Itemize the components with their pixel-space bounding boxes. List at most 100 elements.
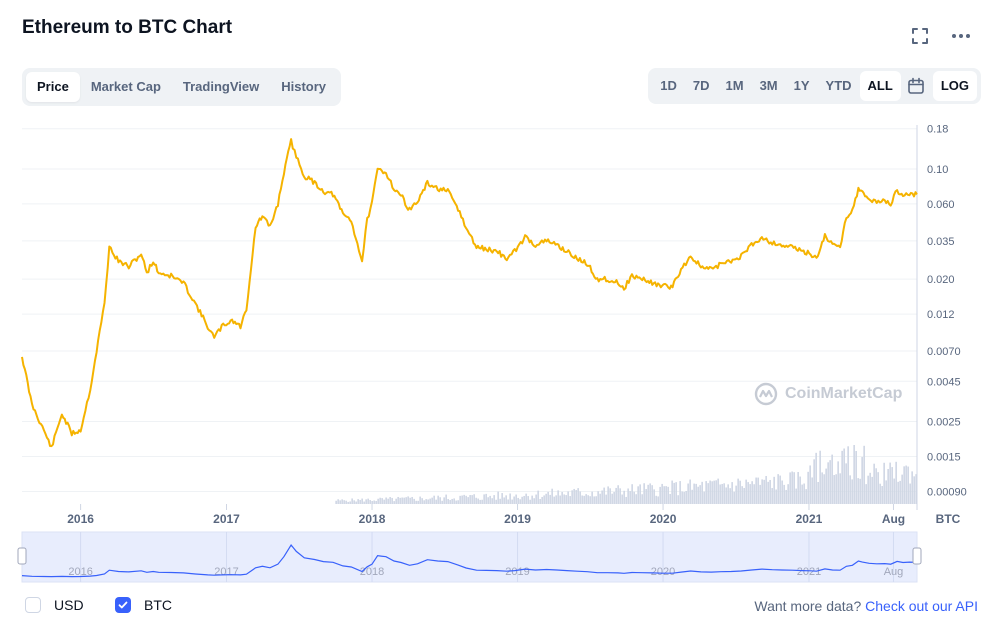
y-tick-label: 0.18 bbox=[927, 124, 948, 136]
api-link[interactable]: Check out our API bbox=[865, 598, 978, 614]
tab-market-cap[interactable]: Market Cap bbox=[90, 79, 161, 94]
volume-bar bbox=[471, 495, 473, 504]
volume-bar bbox=[411, 496, 413, 504]
volume-bar bbox=[499, 498, 501, 504]
volume-bar bbox=[897, 481, 899, 504]
volume-bar bbox=[723, 483, 725, 504]
range-ytd[interactable]: YTD bbox=[825, 78, 852, 93]
volume-bar bbox=[905, 465, 907, 504]
volume-bar bbox=[647, 484, 649, 504]
volume-bar bbox=[751, 481, 753, 504]
volume-bar bbox=[547, 491, 549, 504]
volume-bar bbox=[659, 486, 661, 504]
volume-bar bbox=[711, 481, 713, 504]
y-tick-label: 0.012 bbox=[927, 309, 955, 321]
volume-bar bbox=[575, 490, 577, 504]
volume-bar bbox=[629, 491, 631, 504]
volume-bar bbox=[433, 495, 435, 504]
volume-bar bbox=[621, 494, 623, 504]
range-navigator[interactable]: 2016 2017 2018 2019 2020 2021 Aug bbox=[17, 531, 922, 583]
y-axis-unit: BTC bbox=[936, 512, 961, 526]
volume-bar bbox=[679, 481, 681, 504]
volume-bar bbox=[745, 479, 747, 504]
volume-bar bbox=[487, 497, 489, 504]
volume-bar bbox=[367, 498, 369, 504]
fullscreen-icon[interactable] bbox=[908, 24, 932, 48]
range-all[interactable]: ALL bbox=[859, 71, 901, 101]
volume-bar bbox=[353, 500, 355, 504]
checkmark-icon bbox=[118, 601, 128, 609]
volume-bar bbox=[801, 484, 803, 504]
volume-bar bbox=[461, 495, 463, 504]
range-7d[interactable]: 7D bbox=[692, 78, 710, 93]
usd-checkbox-box[interactable] bbox=[25, 597, 41, 613]
volume-bar bbox=[675, 482, 677, 504]
volume-bar bbox=[557, 490, 559, 504]
volume-bar bbox=[545, 493, 547, 504]
volume-bar bbox=[665, 486, 667, 504]
navigator-right-handle[interactable] bbox=[912, 547, 922, 565]
volume-bar bbox=[789, 472, 791, 504]
x-tick-label: 2017 bbox=[213, 512, 240, 526]
navigator-window[interactable] bbox=[21, 531, 918, 583]
more-options-icon[interactable] bbox=[949, 24, 973, 48]
volume-bar bbox=[389, 497, 391, 504]
price-chart[interactable]: 0.18 0.10 0.060 0.035 0.020 0.012 0.0070 0.0045… bbox=[0, 110, 1000, 590]
volume-bar bbox=[831, 454, 833, 504]
y-tick-label: 0.10 bbox=[927, 164, 948, 176]
log-scale-toggle[interactable]: LOG bbox=[932, 71, 977, 101]
y-tick-label: 0.020 bbox=[927, 274, 955, 286]
volume-bar bbox=[483, 494, 485, 504]
volume-bar bbox=[521, 496, 523, 504]
range-1m[interactable]: 1M bbox=[725, 78, 744, 93]
calendar-icon[interactable] bbox=[901, 71, 931, 101]
navigator-left-handle[interactable] bbox=[17, 547, 27, 565]
volume-bar bbox=[613, 492, 615, 504]
volume-bar bbox=[447, 499, 449, 504]
volume-bar bbox=[683, 491, 685, 504]
navigator-tick-label: 2016 bbox=[68, 566, 92, 578]
range-1y[interactable]: 1Y bbox=[793, 78, 810, 93]
volume-bar bbox=[681, 491, 683, 504]
volume-bar bbox=[497, 491, 499, 504]
volume-bar bbox=[859, 478, 861, 504]
volume-bar bbox=[857, 478, 859, 504]
tab-tradingview[interactable]: TradingView bbox=[182, 79, 260, 94]
coinmarketcap-logo-icon bbox=[754, 382, 778, 406]
volume-bar bbox=[403, 497, 405, 504]
chart-grid bbox=[22, 128, 917, 493]
navigator-line bbox=[21, 543, 918, 578]
volume-bar bbox=[691, 489, 693, 504]
navigator-tick-label: 2020 bbox=[651, 566, 675, 578]
volume-bar bbox=[431, 497, 433, 504]
tab-history[interactable]: History bbox=[281, 79, 327, 94]
volume-bar bbox=[611, 493, 613, 504]
volume-bar bbox=[509, 493, 511, 504]
btc-checkbox-box[interactable] bbox=[115, 597, 131, 613]
volume-bar bbox=[377, 498, 379, 504]
volume-bar bbox=[731, 482, 733, 504]
volume-bar bbox=[687, 483, 689, 504]
volume-bar bbox=[907, 466, 909, 504]
volume-bar bbox=[441, 500, 443, 504]
volume-bar bbox=[655, 495, 657, 504]
tab-price[interactable]: Price bbox=[26, 72, 80, 102]
volume-bar bbox=[657, 496, 659, 504]
api-promo: Want more data? Check out our API bbox=[754, 598, 978, 614]
volume-bar bbox=[843, 448, 845, 504]
volume-bar bbox=[579, 491, 581, 504]
volume-bar bbox=[505, 495, 507, 504]
volume-bar bbox=[527, 496, 529, 504]
volume-bar bbox=[337, 499, 339, 504]
volume-bar bbox=[481, 499, 483, 504]
chart-title: Ethereum to BTC Chart bbox=[22, 17, 233, 38]
volume-bar bbox=[755, 477, 757, 504]
volume-bar bbox=[861, 457, 863, 504]
volume-bar bbox=[627, 488, 629, 504]
range-1d[interactable]: 1D bbox=[660, 78, 677, 93]
btc-checkbox[interactable]: BTC bbox=[115, 597, 172, 613]
range-3m[interactable]: 3M bbox=[759, 78, 778, 93]
usd-checkbox[interactable]: USD bbox=[25, 597, 84, 613]
volume-bar bbox=[343, 500, 345, 504]
volume-bar bbox=[381, 498, 383, 504]
